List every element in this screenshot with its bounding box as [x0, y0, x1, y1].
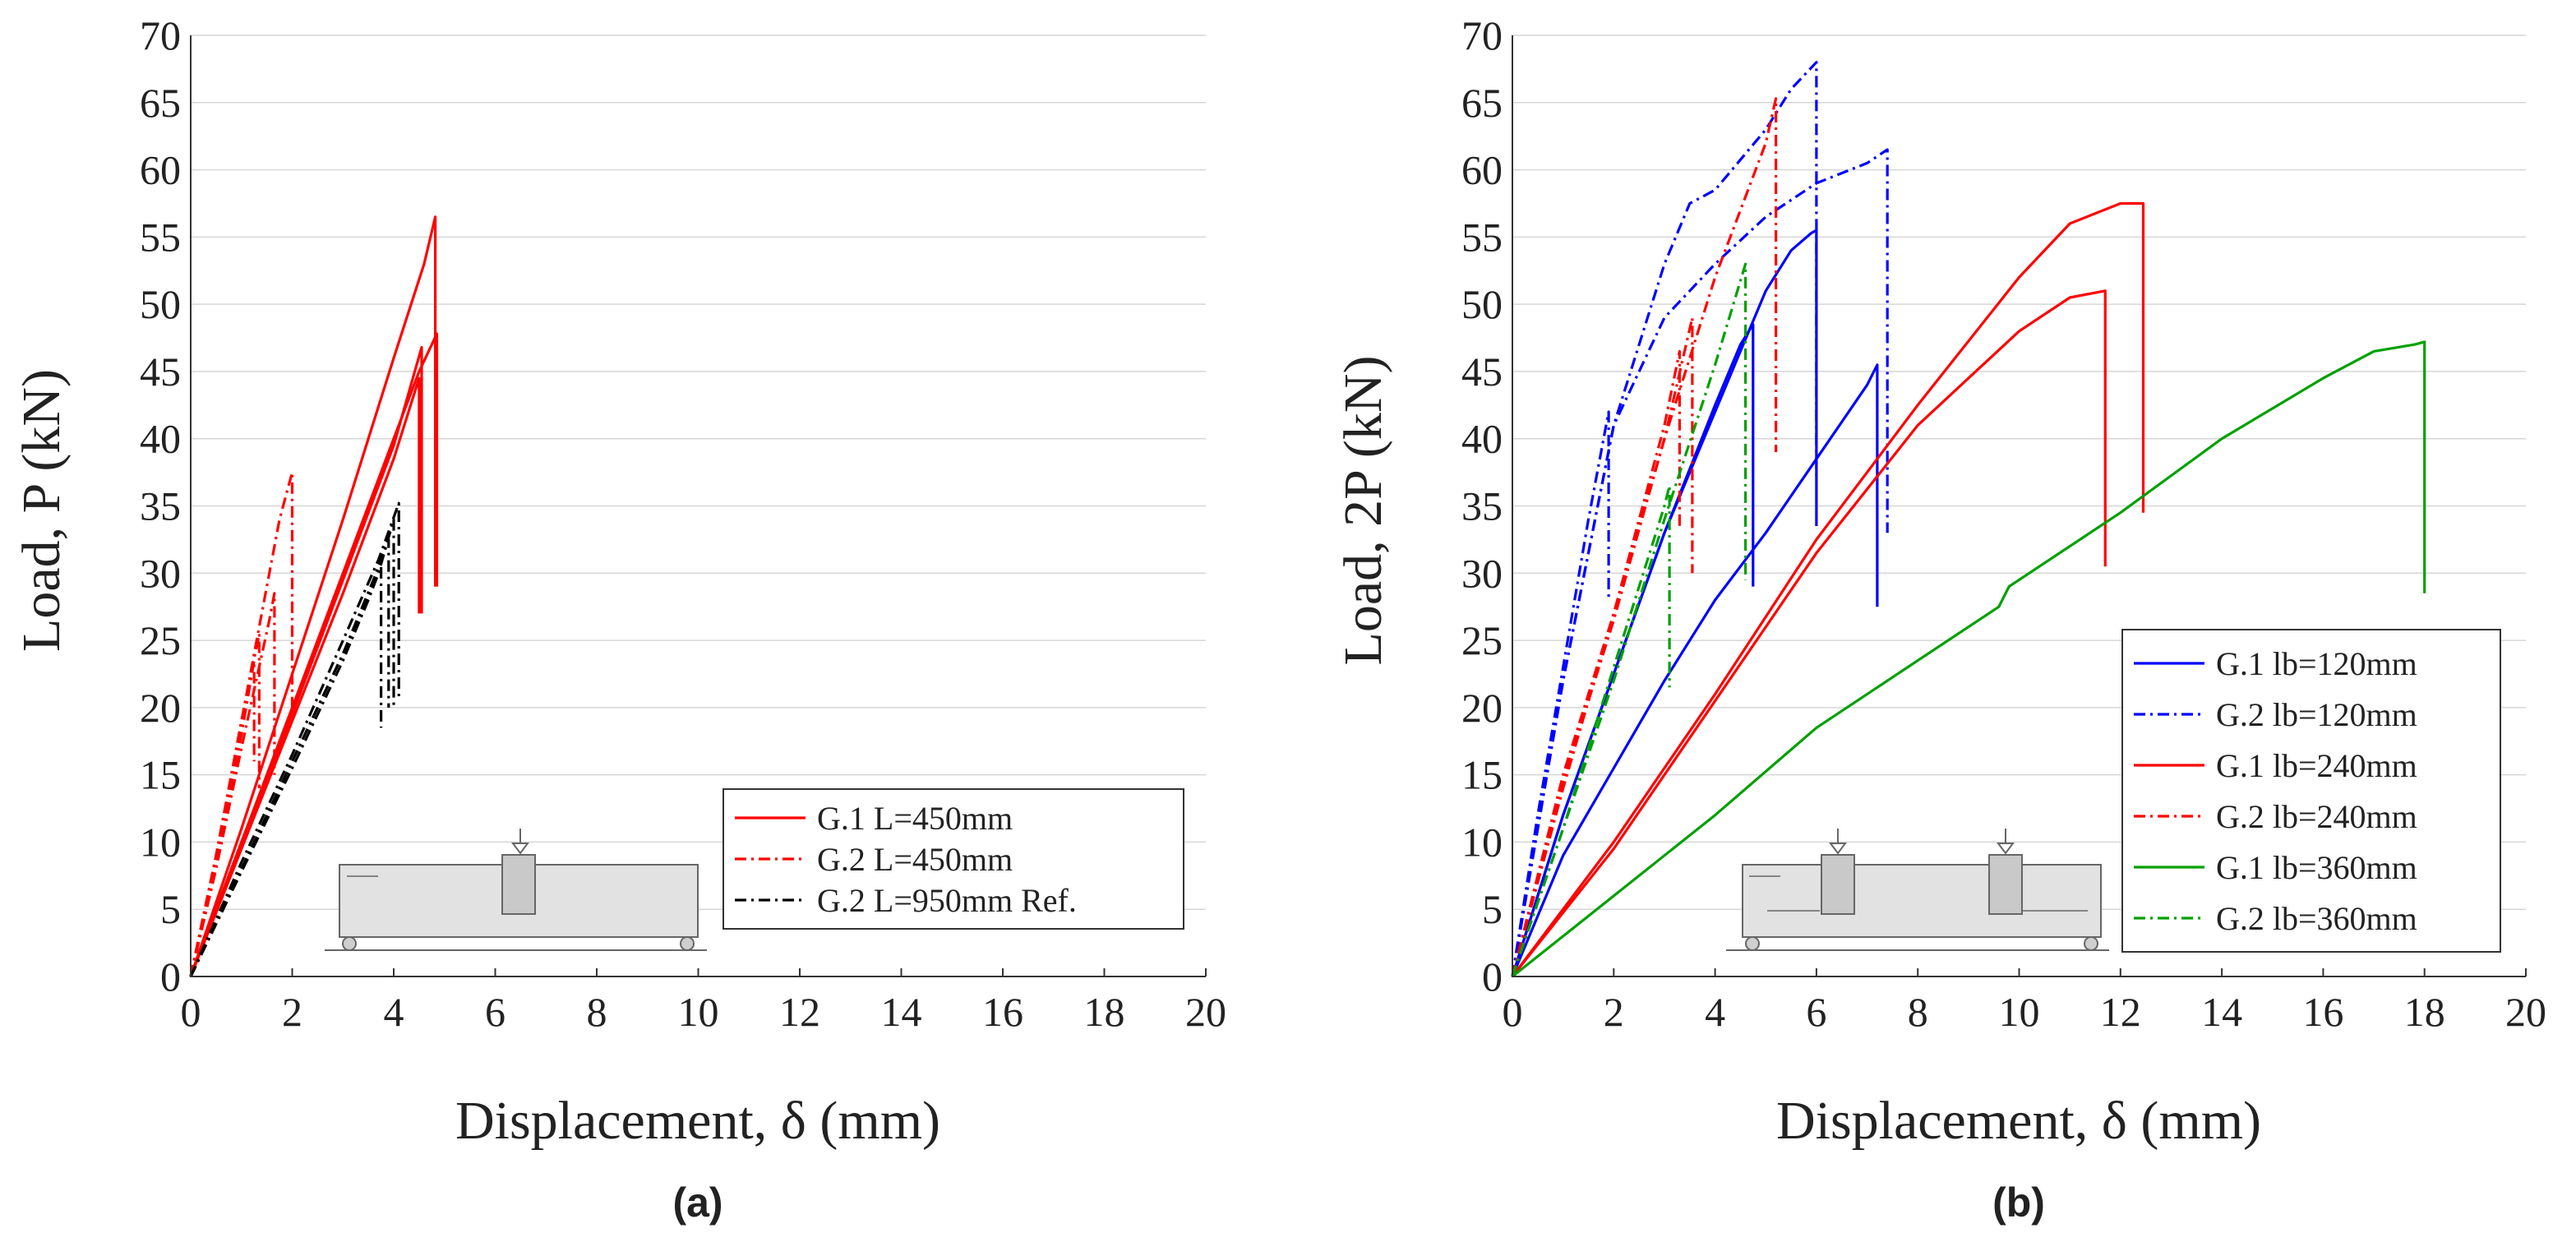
series-line-b-11	[1512, 340, 2426, 978]
chart-panel-b: 0 5 10 15 20 25 30 35 40 45 50 55 60 65 70 0 2 4 6 8 10 12 14 1…	[1333, 12, 2546, 1226]
y-tick-label-b: 50	[1461, 281, 1503, 327]
legend-box-a	[722, 788, 1184, 930]
x-tick-label-a: 2	[282, 989, 302, 1035]
legend-label-a: G.2 L=450mm	[817, 841, 1013, 878]
x-tick-label-a: 20	[1185, 989, 1226, 1035]
y-tick-label-b: 60	[1461, 147, 1503, 193]
legend-label-b: G.2 lb=240mm	[2216, 798, 2417, 835]
legend-b: G.1 lb=120mm G.2 lb=120mm G.1 lb=240mm G.2 …	[2121, 629, 2501, 953]
y-tick-label-b: 20	[1461, 685, 1503, 731]
y-tick-label-b: 30	[1461, 550, 1503, 596]
series-line-a-7	[189, 658, 256, 977]
y-tick-label-a: 55	[140, 214, 181, 260]
y-tick-label-a: 35	[140, 483, 181, 529]
series-line-b-10	[1511, 97, 1778, 977]
x-axis-label-a: Displacement, δ (mm)	[455, 1091, 940, 1151]
series-line-a-6	[189, 592, 276, 977]
y-tick-label-a: 0	[160, 953, 181, 1000]
y-tick-label-b: 55	[1461, 214, 1503, 260]
x-tick-label-b: 10	[1999, 989, 2040, 1035]
specimen-schematic-b	[1726, 829, 2109, 951]
y-axis-label-a: Load, P (kN)	[12, 369, 72, 652]
specimen-schematic-a	[325, 829, 707, 951]
x-axis-label-b: Displacement, δ (mm)	[1776, 1091, 2261, 1151]
x-tick-label-b: 8	[1908, 989, 1928, 1035]
series-line-b-3	[1511, 410, 1610, 977]
legend-label-b: G.2 lb=360mm	[2216, 900, 2417, 937]
legend-label-b: G.1 lb=360mm	[2216, 849, 2417, 886]
legend-label-b: G.2 lb=120mm	[2216, 696, 2417, 733]
x-tick-label-b: 14	[2201, 989, 2242, 1035]
series-line-b-13	[1511, 262, 1747, 977]
y-tick-label-a: 25	[140, 617, 181, 663]
series-line-a-0	[189, 215, 437, 977]
y-tick-label-b: 25	[1461, 617, 1503, 663]
y-tick-label-a: 30	[140, 550, 181, 596]
x-tick-label-b: 0	[1503, 989, 1523, 1035]
y-tick-label-b: 35	[1461, 483, 1503, 529]
x-tick-label-a: 16	[982, 989, 1023, 1035]
y-tick-label-b: 40	[1461, 416, 1503, 462]
y-tick-label-b: 65	[1461, 80, 1503, 126]
x-tick-label-b: 16	[2302, 989, 2343, 1035]
x-tick-label-a: 14	[881, 989, 922, 1035]
panel-label-b: (b)	[1992, 1180, 2045, 1226]
y-tick-label-a: 5	[160, 886, 181, 932]
x-tick-label-a: 8	[587, 989, 607, 1035]
series-line-a-9	[189, 518, 395, 977]
series-line-b-6	[1511, 201, 2145, 977]
series-line-a-11	[189, 565, 383, 977]
series-line-b-8	[1511, 349, 1682, 977]
x-tick-label-b: 2	[1604, 989, 1624, 1035]
x-tick-label-a: 10	[678, 989, 719, 1035]
y-tick-label-a: 20	[140, 685, 181, 731]
y-tick-label-b: 15	[1461, 752, 1503, 798]
series-line-b-2	[1511, 363, 1879, 977]
series-line-a-3	[189, 376, 421, 977]
legend-label-a: G.1 L=450mm	[817, 800, 1013, 837]
y-tick-label-a: 45	[140, 349, 181, 395]
y-tick-label-a: 15	[140, 752, 181, 798]
x-tick-label-a: 6	[485, 989, 506, 1035]
legend-label-a: G.2 L=950mm Ref.	[817, 882, 1077, 919]
series-line-b-9	[1511, 316, 1694, 977]
series-line-b-7	[1511, 289, 2107, 977]
y-tick-label-a: 10	[140, 819, 181, 865]
x-tick-label-a: 18	[1084, 989, 1125, 1035]
y-tick-label-a: 40	[140, 416, 181, 462]
series-line-b-4	[1511, 148, 1889, 977]
x-tick-label-a: 0	[181, 989, 201, 1035]
legend-box-b	[2121, 629, 2501, 953]
y-tick-label-a: 70	[140, 12, 181, 58]
y-axis-label-b: Load, 2P (kN)	[1333, 356, 1393, 666]
series-line-a-8	[189, 501, 400, 977]
legend-label-b: G.1 lb=240mm	[2216, 747, 2417, 784]
y-tick-label-b: 70	[1461, 12, 1503, 58]
y-tick-label-b: 10	[1461, 819, 1503, 865]
x-tick-label-b: 12	[2100, 989, 2141, 1035]
x-tick-label-b: 18	[2404, 989, 2445, 1035]
legend-a: G.1 L=450mm G.2 L=450mm G.2 L=950mm Ref.	[722, 788, 1184, 930]
panel-label-a: (a)	[672, 1180, 722, 1226]
x-tick-label-b: 6	[1806, 989, 1826, 1035]
series-line-b-5	[1511, 61, 1818, 977]
y-tick-label-a: 65	[140, 80, 181, 126]
series-line-a-2	[189, 345, 423, 977]
series-line-a-10	[189, 538, 390, 977]
chart-panel-a: 0 5 10 15 20 25 30 35 40 45 50 55 60 65 70 0 2 4 6 8 10 12 14 1…	[12, 12, 1226, 1226]
y-tick-label-a: 60	[140, 147, 181, 193]
legend-label-b: G.1 lb=120mm	[2216, 645, 2417, 682]
y-tick-label-b: 45	[1461, 349, 1503, 395]
x-tick-label-a: 4	[384, 989, 404, 1035]
y-tick-label-a: 50	[140, 281, 181, 327]
series-line-b-1	[1511, 323, 1755, 977]
x-tick-label-b: 20	[2505, 989, 2546, 1035]
x-tick-label-b: 4	[1705, 989, 1725, 1035]
x-tick-label-a: 12	[779, 989, 820, 1035]
y-tick-label-b: 5	[1482, 886, 1503, 932]
y-tick-label-b: 0	[1482, 953, 1503, 1000]
